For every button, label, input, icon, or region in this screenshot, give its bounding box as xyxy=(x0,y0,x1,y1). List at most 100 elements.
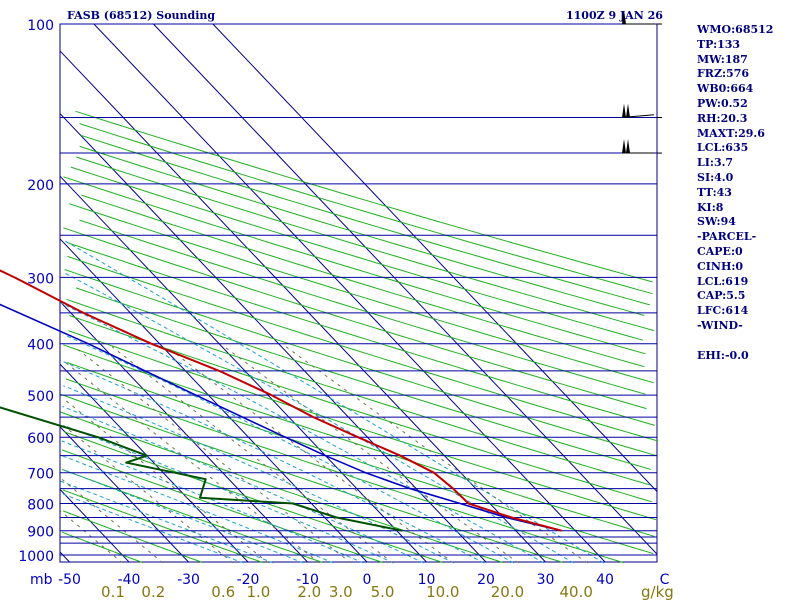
stat-parcel-lcl: LCL:619 xyxy=(697,274,749,288)
mixing-ratio-line xyxy=(59,510,123,564)
dry-adiabat-line xyxy=(79,145,645,316)
dry-adiabats xyxy=(60,110,659,564)
pressure-tick-label: 500 xyxy=(27,389,54,405)
stat-pw: PW:0.52 xyxy=(697,96,748,110)
moist-adiabat-line xyxy=(63,424,394,564)
pressure-tick-label: 800 xyxy=(27,498,54,514)
dry-adiabat-line xyxy=(76,156,655,332)
isotherm-line xyxy=(212,23,658,492)
stat-frz: FRZ:576 xyxy=(697,67,750,81)
stat-cinh: CINH:0 xyxy=(697,259,744,273)
isotherm-line xyxy=(59,238,368,563)
moist-adiabat-line xyxy=(60,359,484,564)
pressure-tick-label: 200 xyxy=(27,178,54,194)
mixing-ratio-tick-label: 3.0 xyxy=(329,583,353,600)
dry-adiabat-line xyxy=(68,330,657,521)
isotherm-line xyxy=(59,175,427,563)
wind-header: -WIND- xyxy=(697,318,743,332)
stat-tt: TT:43 xyxy=(697,185,732,199)
moist-adiabat-line xyxy=(59,480,274,564)
temperature-axis: mb -50 -40 -30 -20 -10 0 10 20 30 40 C xyxy=(30,572,670,588)
dry-adiabat-line xyxy=(67,255,659,442)
temperature-tick-label: C xyxy=(660,572,670,588)
stat-lfc: LFC:614 xyxy=(697,304,749,318)
temperature-tick-label: 10 xyxy=(418,572,436,588)
dry-adiabat-line xyxy=(61,449,384,564)
stat-rh: RH:20.3 xyxy=(697,111,748,125)
pressure-axis: 100 200 300 400 500 600 700 800 900 1000 xyxy=(18,18,54,565)
isotherm-line xyxy=(59,551,70,563)
stat-cap: CAP:5.5 xyxy=(697,289,746,303)
temperature-tick-label: 30 xyxy=(537,572,555,588)
pressure-tick-label: 400 xyxy=(27,338,54,354)
stats-spacer xyxy=(697,334,797,349)
stat-cape: CAPE:0 xyxy=(697,244,743,258)
moist-adiabat-line xyxy=(64,334,514,564)
moist-adiabat-line xyxy=(60,492,244,564)
moist-adiabat-line xyxy=(62,239,604,564)
mixing-ratio-line xyxy=(111,346,394,564)
dry-adiabat-line xyxy=(75,110,653,283)
dry-adiabat-line xyxy=(61,468,324,564)
mixing-ratio-line xyxy=(285,346,588,564)
chart-time: 1100Z 9 JAN 26 xyxy=(566,9,663,22)
mixing-ratio-line xyxy=(65,362,320,564)
temperature-tick-label: -20 xyxy=(237,572,260,588)
wind-barb-flag xyxy=(622,10,626,24)
pressure-tick-label: 600 xyxy=(27,431,54,447)
mixing-ratio-axis: 0.1 0.2 0.6 1.0 2.0 3.0 5.0 10.0 20.0 40.0 g/kg xyxy=(101,583,674,600)
temperature-tick-label: 20 xyxy=(477,572,495,588)
temperature-line xyxy=(0,269,562,532)
chart-title: FASB (68512) Sounding xyxy=(67,9,216,22)
mixing-ratio-line xyxy=(165,346,454,564)
mixing-ratio-tick-label: 5.0 xyxy=(371,583,395,600)
temperature-tick-label: 40 xyxy=(596,572,614,588)
mixing-ratio-tick-label: 0.1 xyxy=(101,583,125,600)
temperature-tick-label: 0 xyxy=(363,572,372,588)
dry-adiabat-line xyxy=(79,219,646,395)
moist-adiabat-line xyxy=(65,273,574,564)
dry-adiabat-line xyxy=(70,166,644,341)
moist-adiabat-line xyxy=(60,302,544,564)
dry-adiabat-line xyxy=(61,531,144,564)
temperature-tick-label: -40 xyxy=(118,572,141,588)
mixing-ratio-tick-label: 10.0 xyxy=(426,583,459,600)
wind-barb-flag xyxy=(622,139,626,154)
dry-adiabat-line xyxy=(64,431,444,564)
dry-adiabat-line xyxy=(75,287,651,470)
dry-adiabat-line xyxy=(79,123,653,295)
isotherm-line xyxy=(59,50,546,563)
moist-adiabat-line xyxy=(61,440,364,564)
stat-mw: MW:187 xyxy=(697,52,748,66)
isotherm-line xyxy=(59,489,130,563)
parcel-header: -PARCEL- xyxy=(697,230,757,244)
isotherm-line xyxy=(59,113,487,563)
wind-barb-flag xyxy=(622,103,626,118)
mixing-ratio-tick-label: 40.0 xyxy=(559,583,592,600)
pressure-tick-label: 300 xyxy=(27,271,54,287)
temperature-tick-label: -30 xyxy=(177,572,200,588)
dry-adiabat-line xyxy=(60,393,564,564)
pressure-tick-label: 100 xyxy=(27,18,54,34)
mixing-ratio-line xyxy=(61,478,164,564)
temperature-tick-label: -50 xyxy=(58,572,81,588)
stat-si: SI:4.0 xyxy=(697,170,734,184)
stat-wb0: WB0:664 xyxy=(697,82,754,96)
moist-adiabat-line xyxy=(62,468,304,564)
mixing-ratio-lines xyxy=(59,346,588,564)
pressure-tick-label: 700 xyxy=(27,467,54,483)
mixing-ratio-unit-label: g/kg xyxy=(641,583,674,600)
mixing-ratio-line xyxy=(64,399,269,564)
mixing-ratio-tick-label: 20.0 xyxy=(491,583,524,600)
moist-adiabat-line xyxy=(62,405,424,564)
dry-adiabat-line xyxy=(69,315,652,503)
stat-ehi: EHI:-0.0 xyxy=(697,348,749,362)
wind-barbs xyxy=(621,10,662,154)
mixing-ratio-tick-label: 1.0 xyxy=(247,583,271,600)
dry-adiabat-line xyxy=(63,227,647,410)
mixing-ratio-tick-label: 0.2 xyxy=(141,583,165,600)
dry-adiabat-line xyxy=(62,489,264,564)
moist-adiabat-line xyxy=(61,455,334,564)
dry-adiabat-line xyxy=(67,242,655,426)
mixing-ratio-tick-label: 2.0 xyxy=(297,583,321,600)
